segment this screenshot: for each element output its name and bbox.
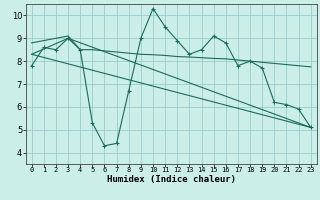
X-axis label: Humidex (Indice chaleur): Humidex (Indice chaleur) [107,175,236,184]
